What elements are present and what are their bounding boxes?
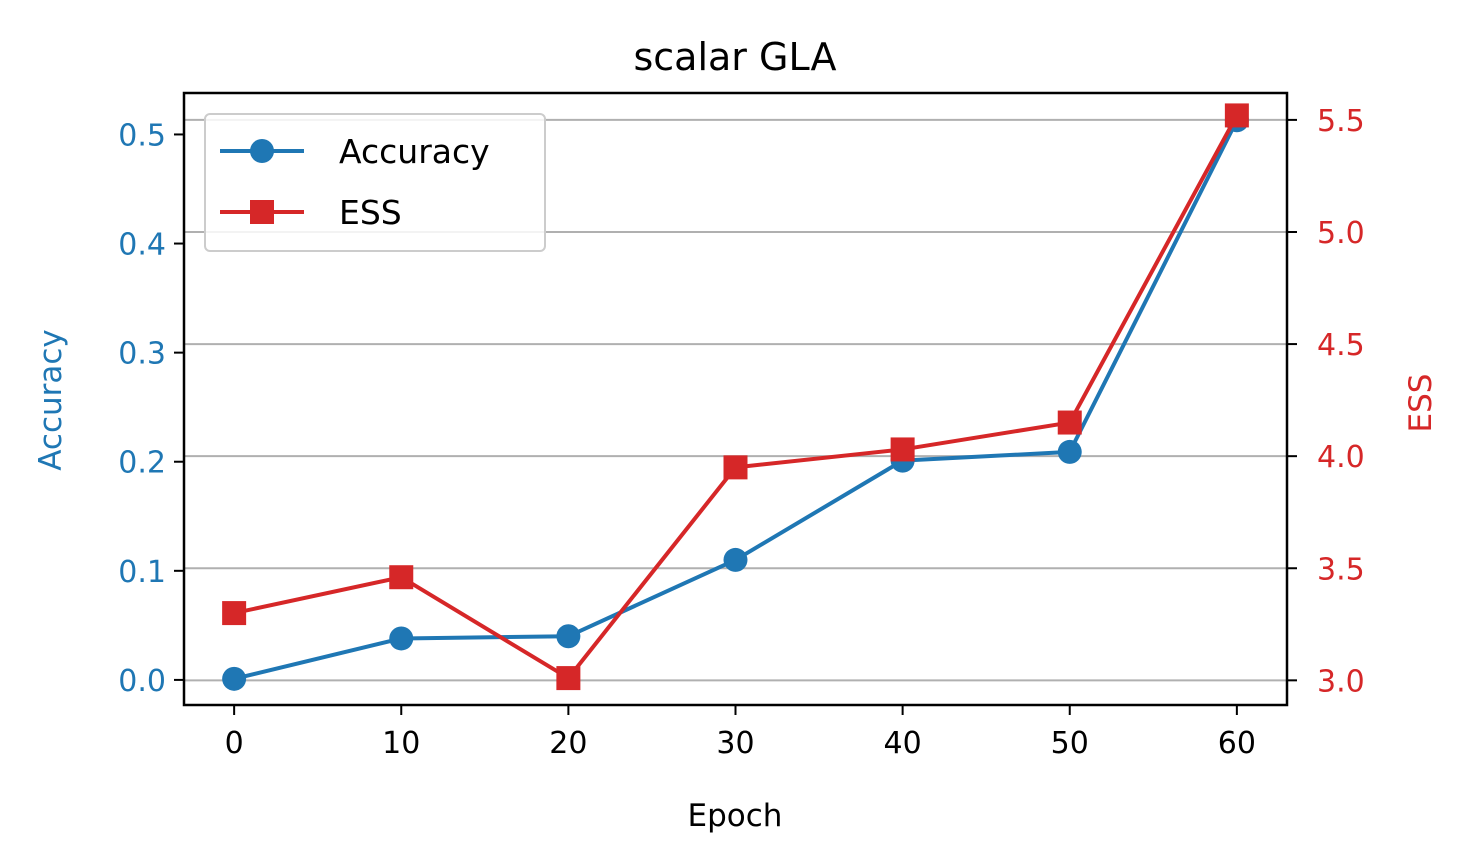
y-axis-left-label: Accuracy <box>33 329 69 471</box>
series-layer <box>222 103 1249 691</box>
x-tick-label: 60 <box>1218 726 1256 761</box>
x-tick-label: 50 <box>1051 726 1089 761</box>
data-point-ess <box>556 666 581 691</box>
data-point-accuracy <box>389 626 414 651</box>
data-point-ess <box>1224 103 1249 128</box>
y-left-tick-label: 0.1 <box>118 555 166 590</box>
data-point-ess <box>1057 410 1082 435</box>
x-tick-label: 20 <box>549 726 587 761</box>
data-point-accuracy <box>556 624 581 649</box>
x-tick-label: 30 <box>716 726 754 761</box>
data-point-accuracy <box>222 666 247 691</box>
data-point-accuracy <box>1057 439 1082 464</box>
x-tick-label: 0 <box>225 726 244 761</box>
y-left-tick-label: 0.4 <box>118 228 166 263</box>
legend-accuracy-label: Accuracy <box>339 132 490 171</box>
y-right-tick-label: 4.5 <box>1317 328 1365 363</box>
y-left-tick-label: 0.0 <box>118 664 166 699</box>
y-left-tick-label: 0.3 <box>118 337 166 372</box>
x-axis: 0 10 20 30 40 50 60 <box>225 705 1256 761</box>
data-point-ess <box>222 601 247 626</box>
x-axis-label: Epoch <box>688 798 783 834</box>
y-axis-ess: 3.0 3.5 4.0 4.5 5.0 5.5 <box>1287 104 1365 699</box>
legend-ess-marker <box>250 200 274 224</box>
y-right-tick-label: 5.5 <box>1317 104 1365 139</box>
y-right-tick-label: 3.5 <box>1317 552 1365 587</box>
y-axis-accuracy: 0.0 0.1 0.2 0.3 0.4 0.5 <box>118 118 184 699</box>
y-right-tick-label: 5.0 <box>1317 216 1365 251</box>
legend-accuracy-marker <box>250 139 274 163</box>
x-tick-label: 10 <box>382 726 420 761</box>
y-axis-right-label: ESS <box>1403 374 1439 433</box>
y-left-tick-label: 0.5 <box>118 118 166 153</box>
x-tick-label: 40 <box>884 726 922 761</box>
chart-title: scalar GLA <box>633 35 836 79</box>
data-point-accuracy <box>723 547 748 572</box>
data-point-ess <box>723 455 748 480</box>
y-right-tick-label: 4.0 <box>1317 440 1365 475</box>
legend: Accuracy ESS <box>204 113 546 252</box>
y-right-tick-label: 3.0 <box>1317 664 1365 699</box>
legend-ess-label: ESS <box>339 193 402 232</box>
legend-box <box>204 113 546 252</box>
data-point-ess <box>389 565 414 590</box>
y-left-tick-label: 0.2 <box>118 446 166 481</box>
data-point-ess <box>890 437 915 462</box>
